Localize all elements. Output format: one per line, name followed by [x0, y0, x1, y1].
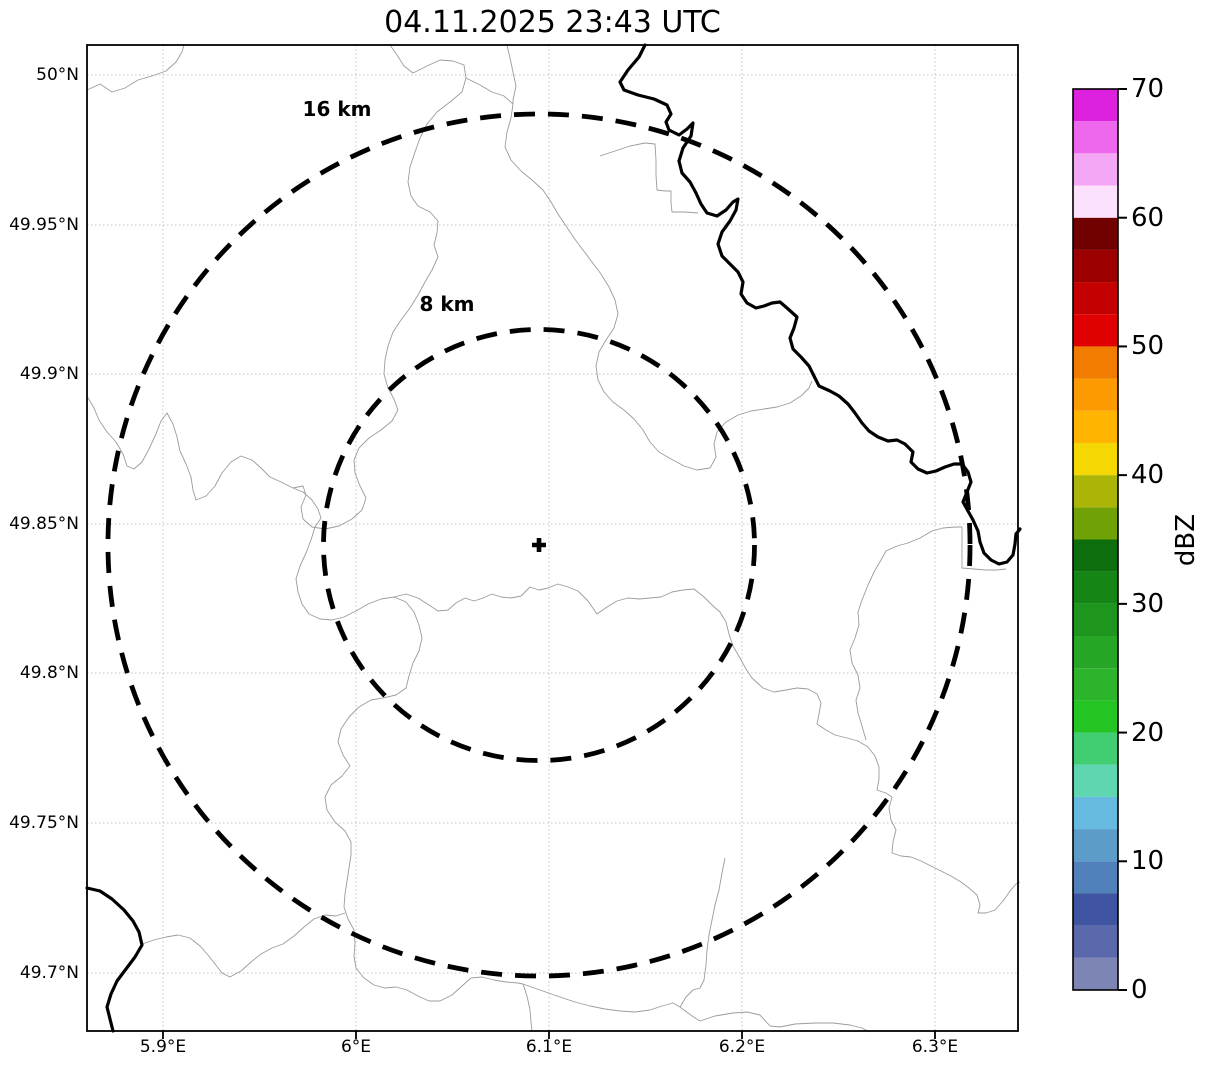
ring-label-8km: 8 km	[419, 292, 475, 316]
x-tick-label: 6°E	[340, 1037, 372, 1057]
admin-boundary-line	[86, 44, 185, 93]
y-tick-label: 49.75°N	[9, 813, 79, 833]
colorbar-segment	[1073, 668, 1118, 701]
colorbar-segment	[1073, 700, 1118, 733]
y-tick-label: 49.7°N	[19, 963, 79, 983]
x-tick-label: 6.2°E	[718, 1037, 766, 1057]
colorbar-tick-label: 10	[1131, 846, 1165, 877]
colorbar-segment	[1073, 346, 1118, 379]
colorbar-frame	[1072, 88, 1119, 991]
colorbar-segment	[1073, 861, 1118, 894]
y-tick-label: 50°N	[36, 65, 79, 85]
admin-boundaries	[86, 44, 1021, 1033]
colorbar-tick-label: 0	[1131, 975, 1148, 1005]
ring-label-16km: 16 km	[302, 97, 372, 121]
y-tick-label: 49.95°N	[9, 215, 79, 235]
x-tick-label: 5.9°E	[139, 1037, 187, 1057]
y-tick-label: 49.8°N	[19, 663, 79, 683]
country-borders	[85, 43, 1022, 1033]
range-ring-8km	[321, 327, 757, 763]
colorbar-segment	[1073, 410, 1118, 443]
colorbar-segment	[1073, 121, 1118, 154]
colorbar-segment	[1073, 89, 1118, 122]
colorbar-segment	[1073, 442, 1118, 476]
colorbar-segment	[1073, 829, 1118, 862]
colorbar-segment	[1073, 796, 1118, 830]
admin-boundary-line	[506, 44, 517, 104]
colorbar-segment	[1073, 185, 1118, 218]
gridlines	[87, 45, 1018, 1031]
admin-boundary-line	[679, 857, 726, 1008]
admin-boundary-line	[861, 526, 1007, 601]
country-border-line	[618, 43, 1022, 566]
colorbar-segment	[1073, 475, 1118, 508]
admin-boundary-line	[522, 983, 871, 1033]
colorbar-segment	[1073, 764, 1118, 797]
admin-boundary-line	[849, 599, 867, 741]
colorbar-segment	[1073, 732, 1118, 765]
colorbar	[1072, 88, 1127, 991]
plot-frame	[86, 44, 1019, 1032]
colorbar-unit-label: dBZ	[1171, 513, 1201, 567]
y-tick-label: 49.9°N	[19, 364, 79, 384]
plot-title: 04.11.2025 23:43 UTC	[384, 5, 721, 40]
x-tick-label: 6.3°E	[911, 1037, 959, 1057]
radar-center-marker	[532, 538, 546, 552]
admin-boundary-line	[465, 77, 813, 471]
colorbar-segment	[1073, 217, 1118, 250]
colorbar-segment	[1073, 925, 1118, 958]
plot-frame-rect	[86, 44, 1019, 1032]
colorbar-tick-label: 20	[1131, 717, 1165, 748]
admin-boundary-line	[292, 44, 467, 530]
admin-boundary-line	[599, 142, 699, 214]
country-border-line	[85, 886, 144, 1033]
range-rings	[105, 111, 973, 979]
colorbar-tick-label: 40	[1131, 460, 1165, 491]
colorbar-segment	[1073, 893, 1118, 926]
colorbar-segment	[1073, 571, 1118, 604]
colorbar-segment	[1073, 282, 1118, 315]
colorbar-tick-label: 60	[1131, 202, 1165, 233]
colorbar-segment	[1073, 539, 1118, 572]
colorbar-segment	[1073, 378, 1118, 411]
colorbar-segment	[1073, 249, 1118, 283]
admin-boundary-line	[86, 395, 533, 1032]
admin-boundary-line	[393, 583, 1021, 914]
colorbar-segment	[1073, 153, 1118, 186]
colorbar-tick-label: 70	[1131, 74, 1165, 104]
admin-boundary-line	[141, 912, 346, 978]
y-tick-label: 49.85°N	[9, 514, 79, 534]
radar-plus-marker	[532, 538, 546, 552]
axis-ticks	[162, 1031, 936, 1039]
colorbar-tick-label: 50	[1131, 331, 1165, 362]
range-ring-16km	[105, 111, 973, 979]
colorbar-segment	[1073, 636, 1118, 669]
colorbar-segment	[1073, 603, 1118, 637]
colorbar-segment	[1073, 314, 1118, 347]
x-tick-label: 6.1°E	[525, 1037, 573, 1057]
colorbar-segment	[1073, 507, 1118, 540]
colorbar-segment	[1073, 957, 1118, 990]
colorbar-tick-label: 30	[1131, 588, 1165, 619]
